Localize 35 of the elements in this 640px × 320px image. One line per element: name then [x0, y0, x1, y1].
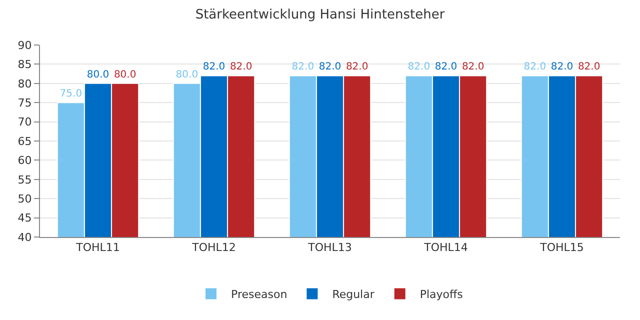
- data-label: 82.0: [550, 62, 574, 73]
- data-label: 82.0: [408, 62, 430, 73]
- y-tick-label: 60: [18, 154, 32, 168]
- legend-label: Playoffs: [420, 288, 464, 302]
- y-tick-label: 45: [18, 212, 32, 225]
- legend-label: Preseason: [231, 288, 288, 302]
- data-label: 82.0: [434, 62, 458, 73]
- y-tick-label: 40: [18, 230, 32, 244]
- y-tick-label: 50: [18, 192, 32, 206]
- data-label: 82.0: [462, 62, 484, 73]
- legend-label: Regular: [332, 288, 375, 302]
- data-label: 82.0: [578, 62, 600, 73]
- y-tick-label: 65: [18, 134, 32, 148]
- data-label: 82.0: [230, 62, 252, 73]
- data-label: 80.0: [114, 69, 136, 80]
- data-label: 82.0: [202, 62, 226, 73]
- data-label: 82.0: [524, 62, 546, 73]
- y-tick-label: 75: [18, 96, 32, 110]
- x-tick-label: TOHL15: [539, 241, 584, 254]
- y-tick-label: 80: [18, 77, 32, 90]
- y-tick-label: 85: [18, 58, 32, 72]
- data-label: 82.0: [292, 62, 314, 73]
- data-label: 82.0: [346, 62, 368, 73]
- data-label: 80.0: [86, 69, 110, 80]
- data-label: 80.0: [176, 69, 198, 80]
- x-tick-label: TOHL14: [423, 241, 468, 254]
- x-tick-label: TOHL11: [75, 241, 120, 254]
- y-tick-label: 90: [18, 38, 32, 52]
- data-label: 82.0: [318, 62, 342, 73]
- data-label: 75.0: [60, 88, 82, 100]
- x-tick-label: TOHL12: [191, 241, 236, 254]
- x-tick-label: TOHL13: [307, 241, 352, 254]
- chart-title: Stärkeentwicklung Hansi Hintensteher: [195, 8, 446, 23]
- y-tick-label: 70: [18, 116, 32, 129]
- y-tick-label: 55: [18, 173, 32, 186]
